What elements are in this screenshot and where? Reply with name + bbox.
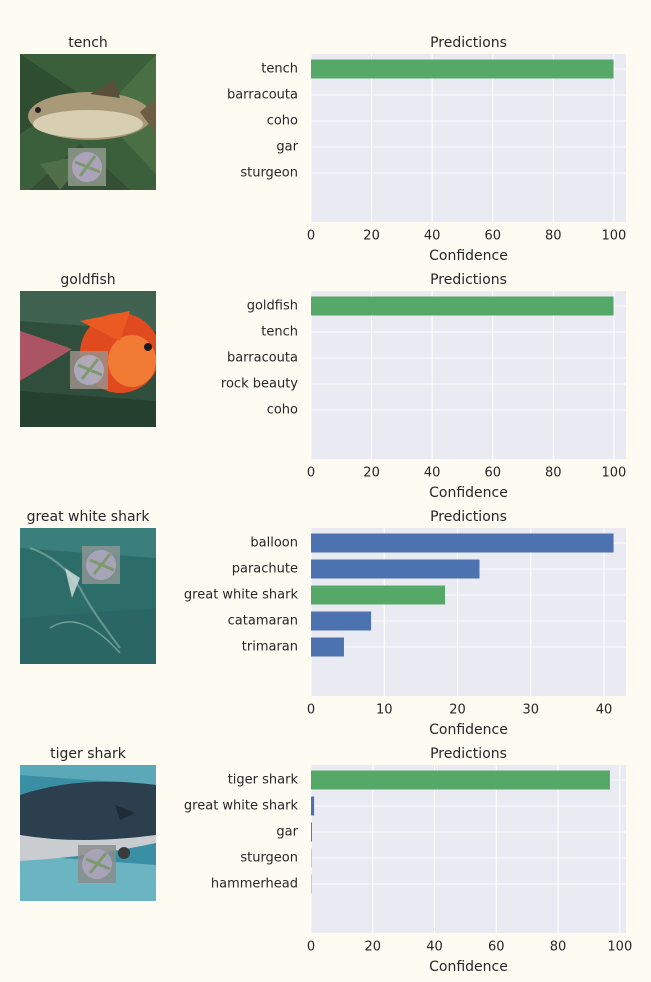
plot-area bbox=[311, 54, 626, 222]
category-label: great white shark bbox=[184, 799, 299, 814]
x-tick-label: 10 bbox=[376, 703, 393, 718]
bar-tiger-shark bbox=[311, 771, 610, 790]
x-tick-label: 40 bbox=[596, 703, 613, 718]
category-label: parachute bbox=[232, 562, 298, 577]
prediction-chart: Predictions 0 20 40 60 80 100 goldfish tench barr… bbox=[0, 271, 651, 508]
category-label: tench bbox=[261, 325, 298, 340]
bar-goldfish bbox=[311, 297, 614, 316]
category-label: coho bbox=[267, 403, 298, 418]
bar-balloon bbox=[311, 534, 614, 553]
chart-title: Predictions bbox=[430, 35, 507, 51]
x-axis-label: Confidence bbox=[429, 485, 508, 501]
x-tick-label: 20 bbox=[363, 466, 380, 481]
bar-gar bbox=[311, 823, 312, 842]
category-label: rock beauty bbox=[221, 377, 298, 392]
x-tick-label: 0 bbox=[307, 940, 315, 955]
plot-area bbox=[311, 765, 626, 933]
bar-parachute bbox=[311, 560, 479, 579]
x-tick-label: 20 bbox=[363, 229, 380, 244]
category-label: coho bbox=[267, 114, 298, 129]
category-label: barracouta bbox=[227, 351, 298, 366]
chart-title: Predictions bbox=[430, 509, 507, 525]
x-tick-label: 0 bbox=[307, 466, 315, 481]
category-label: gar bbox=[276, 825, 298, 840]
x-tick-label: 80 bbox=[545, 466, 562, 481]
x-tick-label: 40 bbox=[424, 466, 441, 481]
x-axis-label: Confidence bbox=[429, 722, 508, 738]
category-label: great white shark bbox=[184, 588, 299, 603]
category-label: balloon bbox=[250, 536, 298, 551]
plot-area bbox=[311, 291, 626, 459]
x-tick-label: 40 bbox=[424, 229, 441, 244]
bar-catamaran bbox=[311, 612, 371, 631]
category-label: sturgeon bbox=[240, 166, 298, 181]
category-label: goldfish bbox=[247, 299, 298, 314]
x-axis-label: Confidence bbox=[429, 959, 508, 975]
x-tick-label: 40 bbox=[426, 940, 443, 955]
x-tick-label: 80 bbox=[545, 229, 562, 244]
bar-great-white-shark bbox=[311, 586, 445, 605]
x-axis-label: Confidence bbox=[429, 248, 508, 264]
category-label: trimaran bbox=[242, 640, 298, 655]
x-tick-label: 20 bbox=[364, 940, 381, 955]
category-label: tench bbox=[261, 62, 298, 77]
prediction-chart: Predictions 0 20 40 60 80 100 tench barracouta co… bbox=[0, 34, 651, 271]
x-tick-label: 100 bbox=[601, 466, 626, 481]
x-tick-label: 60 bbox=[484, 466, 501, 481]
x-tick-label: 100 bbox=[607, 940, 632, 955]
x-tick-label: 0 bbox=[307, 229, 315, 244]
chart-title: Predictions bbox=[430, 272, 507, 288]
panel-row-3: great white shark Predictions 0 10 20 30 40 ba… bbox=[0, 508, 651, 745]
x-tick-label: 30 bbox=[522, 703, 539, 718]
category-label: tiger shark bbox=[228, 773, 299, 788]
category-label: hammerhead bbox=[211, 877, 298, 892]
x-tick-label: 60 bbox=[484, 229, 501, 244]
x-tick-label: 80 bbox=[550, 940, 567, 955]
bar-tench bbox=[311, 60, 614, 79]
x-tick-label: 60 bbox=[488, 940, 505, 955]
prediction-chart: Predictions 0 10 20 30 40 balloon parachute grea… bbox=[0, 508, 651, 745]
panel-row-2: goldfish Predictions 0 20 40 60 80 100 goldfish… bbox=[0, 271, 651, 508]
category-label: sturgeon bbox=[240, 851, 298, 866]
x-tick-label: 20 bbox=[449, 703, 466, 718]
chart-title: Predictions bbox=[430, 746, 507, 762]
x-tick-label: 100 bbox=[601, 229, 626, 244]
category-label: catamaran bbox=[228, 614, 298, 629]
prediction-chart: Predictions 0 20 40 60 80 100 tiger shark great … bbox=[0, 745, 651, 982]
x-tick-label: 0 bbox=[307, 703, 315, 718]
category-label: barracouta bbox=[227, 88, 298, 103]
bar-great-white-shark bbox=[311, 797, 314, 816]
bar-trimaran bbox=[311, 638, 344, 657]
category-label: gar bbox=[276, 140, 298, 155]
